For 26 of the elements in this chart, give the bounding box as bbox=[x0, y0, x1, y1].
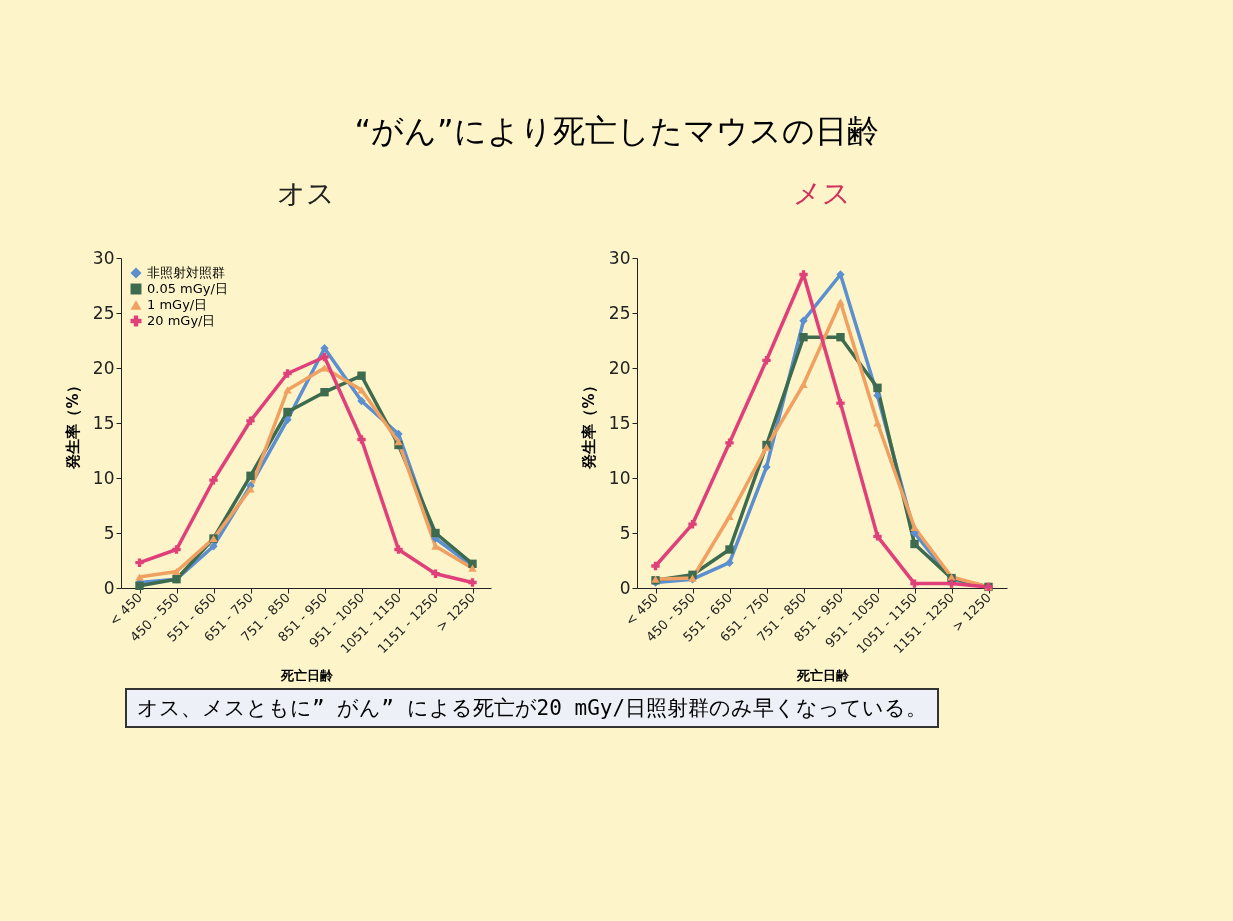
y-tick-label: 30 bbox=[92, 247, 115, 268]
y-tick-label: 20 bbox=[92, 357, 115, 378]
y-tick-label: 25 bbox=[608, 302, 631, 323]
legend-label: 20 mGy/日 bbox=[147, 313, 216, 328]
y-axis-title: 発生率（%） bbox=[63, 378, 82, 470]
y-tick-label: 5 bbox=[619, 522, 631, 543]
y-tick-label: 0 bbox=[619, 577, 631, 598]
x-axis-title: 死亡日齢 bbox=[279, 668, 334, 684]
chart-subtitle: オス bbox=[277, 177, 335, 210]
legend-label: 非照射対照群 bbox=[147, 265, 225, 280]
y-tick-label: 30 bbox=[608, 247, 631, 268]
text: “がん”により死亡したマウスの日齢 bbox=[353, 111, 880, 152]
text: オス、メスともに” がん” による死亡が20 mGy/日照射群のみ早くなっている。 bbox=[125, 688, 940, 728]
legend-label: 0.05 mGy/日 bbox=[147, 281, 228, 296]
y-tick-label: 10 bbox=[608, 467, 631, 488]
y-tick-label: 25 bbox=[92, 302, 115, 323]
y-axis-title: 発生率（%） bbox=[579, 378, 598, 470]
y-tick-label: 0 bbox=[103, 577, 115, 598]
chart-title: メス bbox=[793, 177, 851, 210]
legend-label: 1 mGy/日 bbox=[147, 297, 208, 312]
y-tick-label: 15 bbox=[92, 412, 115, 433]
x-axis-title: 死亡日齢 bbox=[795, 668, 850, 684]
y-tick-label: 20 bbox=[608, 357, 631, 378]
y-tick-label: 15 bbox=[608, 412, 631, 433]
y-tick-label: 10 bbox=[92, 467, 115, 488]
y-tick-label: 5 bbox=[103, 522, 115, 543]
